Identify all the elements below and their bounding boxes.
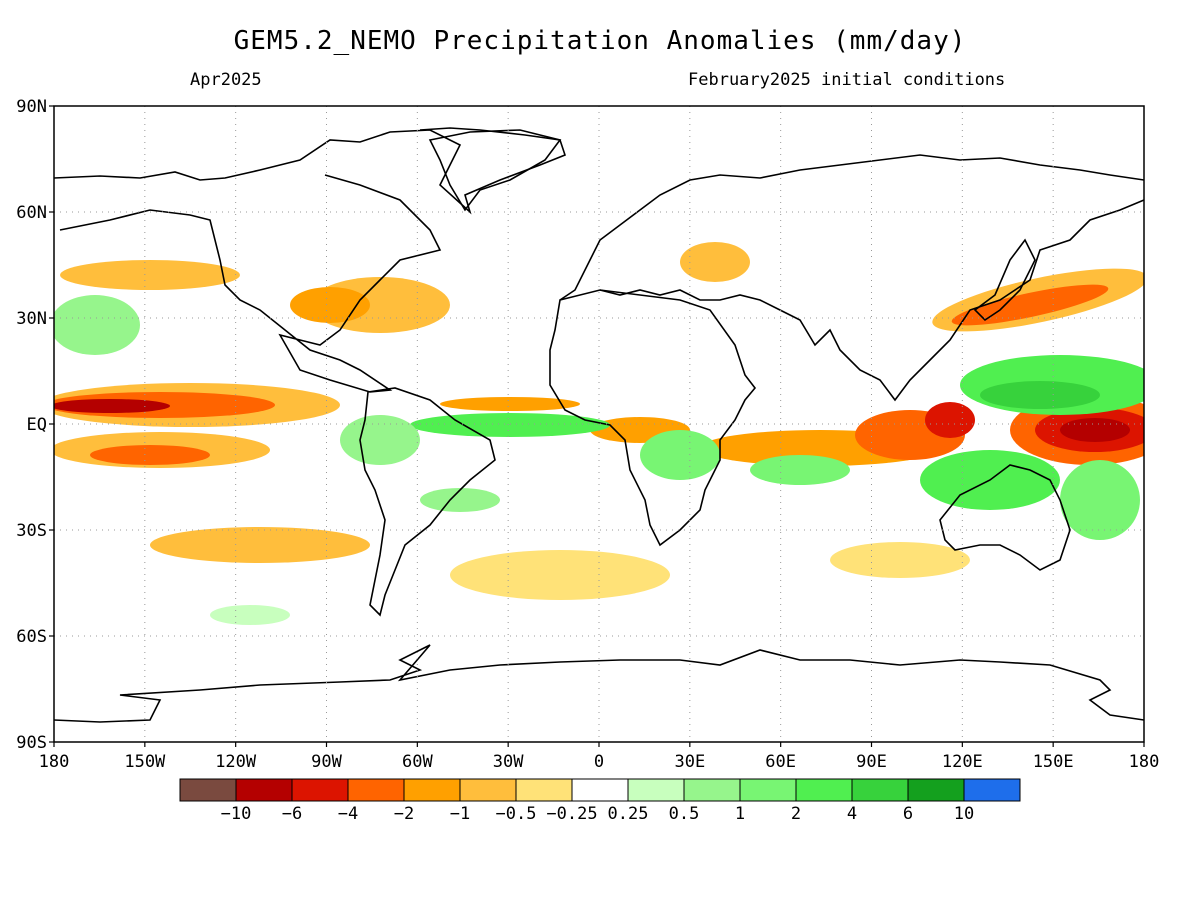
lat-label: 30N [16,309,47,329]
legend-tick-label: −4 [338,804,358,824]
lat-label: 90N [16,97,47,117]
lon-label: 180 [1129,752,1160,772]
north-america-outline [53,127,566,393]
lon-label: 180 [39,752,70,772]
initial-conditions-label: February2025 initial conditions [688,70,1006,90]
legend-tick-label: 1 [735,804,745,824]
legend-swatch [291,778,349,802]
dry-band-south-pacific [150,527,370,563]
wet-band-atlantic-itcz [410,413,610,437]
deep-dry-west-pacific [1060,418,1130,442]
legend-swatch [851,778,909,802]
dry-patch-northeast-pacific [60,260,240,290]
legend-swatch [683,778,741,802]
wet-patch-south-pacific [1060,460,1140,540]
antarctica-outline [53,644,1145,723]
dry-patch-east-pacific-south [90,445,210,465]
lat-label: 90S [16,733,47,753]
legend-tick-label: 6 [903,804,913,824]
lon-label: 60E [765,752,796,772]
dry-patch-south-indian [830,542,970,578]
legend-swatch [963,778,1021,802]
legend-tick-label: −1 [450,804,470,824]
anomaly-field [54,242,1144,625]
africa-outline [549,289,757,547]
wet-patch-southern-africa [640,430,720,480]
legend-tick-label: −6 [282,804,302,824]
wet-patch-brazil [340,415,420,465]
eurasia-outline [559,154,1145,402]
legend-swatch [515,778,573,802]
dry-band-atlantic-itcz [440,397,580,411]
wet-patch-south-american-coast [420,488,500,512]
color-legend: −10 −6 −4 −2 −1 −0.5 −0.25 0.25 0.5 1 2 4 6 10 [179,778,1021,824]
legend-swatch [179,778,237,802]
lon-label: 150E [1033,752,1074,772]
coastlines [53,127,1145,723]
legend-swatch [347,778,405,802]
wet-patch-southern-ocean [210,605,290,625]
south-america-outline [359,387,496,617]
lon-label: 30E [674,752,705,772]
australia-outline [939,464,1071,571]
legend-swatch [403,778,461,802]
wet-patch-hawaii [54,295,140,355]
dry-patch-eastern-europe [680,242,750,282]
legend-tick-label: −10 [221,804,252,824]
legend-tick-label: −0.25 [546,804,597,824]
lon-label: 150W [124,752,166,772]
legend-tick-label: 0.5 [669,804,700,824]
map-grid [54,106,1144,742]
lon-label: 60W [402,752,433,772]
lon-label: 120E [942,752,983,772]
legend-tick-label: −2 [394,804,414,824]
legend-tick-label: 4 [847,804,857,824]
wet-patch-indian-ocean [750,455,850,485]
lon-label: 90W [311,752,342,772]
lat-label: 30S [16,521,47,541]
japan-outline [973,238,1036,322]
lat-label: EQ [27,415,47,435]
lon-label: 90E [856,752,887,772]
dry-patch-borneo [925,402,975,438]
lat-label: 60S [16,627,47,647]
greenland-outline [428,129,562,212]
forecast-month: Apr2025 [190,70,262,90]
wet-core-west-pacific-north [980,381,1100,409]
lon-label: 30W [493,752,524,772]
legend-swatch [795,778,853,802]
legend-swatch [459,778,517,802]
legend-swatch [739,778,797,802]
dry-band-south-atlantic [450,550,670,600]
legend-swatch [235,778,293,802]
chart-title: GEM5.2_NEMO Precipitation Anomalies (mm/… [233,26,967,56]
legend-tick-label: −0.5 [496,804,537,824]
legend-tick-label: 10 [954,804,974,824]
lon-label: 120W [215,752,257,772]
legend-swatch [627,778,685,802]
deep-dry-east-pacific [54,399,170,413]
legend-tick-label: 0.25 [608,804,649,824]
legend-swatch [571,778,629,802]
legend-tick-label: 2 [791,804,801,824]
legend-swatch [907,778,965,802]
lat-label: 60N [16,203,47,223]
lon-label: 0 [594,752,604,772]
